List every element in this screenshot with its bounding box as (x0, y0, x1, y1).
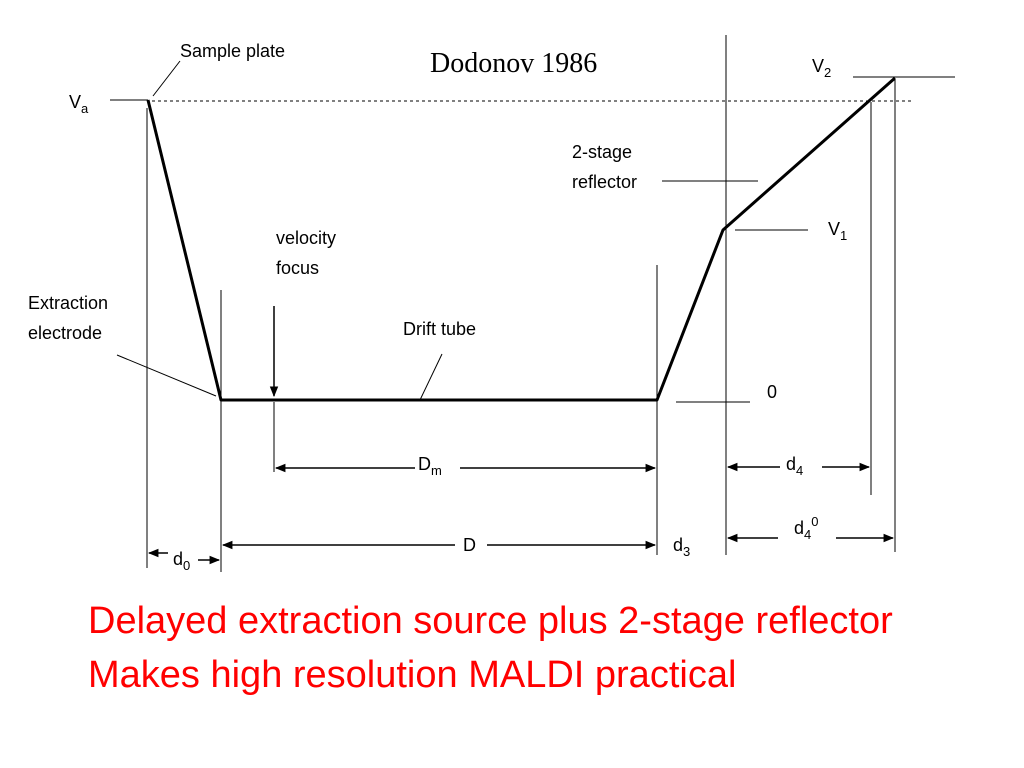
d4-label: d4 (786, 454, 803, 478)
extraction-label-line2: electrode (28, 323, 102, 343)
extraction-label-line1: Extraction (28, 293, 108, 313)
v2-label: V2 (812, 56, 831, 80)
drift-tube-label: Drift tube (403, 319, 476, 339)
velocity-focus-label-line2: focus (276, 258, 319, 278)
d3-label: d3 (673, 535, 690, 559)
zero-label: 0 (767, 382, 777, 402)
diagram-title: Dodonov 1986 (430, 48, 597, 79)
reflector-label-line2: reflector (572, 172, 637, 192)
va-label: Va (69, 92, 89, 116)
v1-label: V1 (828, 219, 847, 243)
caption-line-2: Makes high resolution MALDI practical (88, 654, 737, 696)
d0-label: d0 (173, 549, 190, 573)
d40-label: d40 (794, 514, 818, 542)
velocity-focus-label-line1: velocity (276, 228, 336, 248)
dm-label: Dm (418, 454, 442, 478)
caption-line-1: Delayed extraction source plus 2-stage r… (88, 600, 893, 642)
reflector-label-line1: 2-stage (572, 142, 632, 162)
d-label: D (463, 535, 476, 555)
potential-profile (146, 76, 896, 402)
extraction-leader (116, 354, 217, 397)
drift-tube-leader (419, 353, 443, 401)
sample-plate-label: Sample plate (180, 41, 285, 61)
sample-plate-leader (152, 60, 181, 97)
potential-diagram: Dodonov 1986 Sample plate Va V2 V1 0 2-s… (28, 35, 955, 573)
